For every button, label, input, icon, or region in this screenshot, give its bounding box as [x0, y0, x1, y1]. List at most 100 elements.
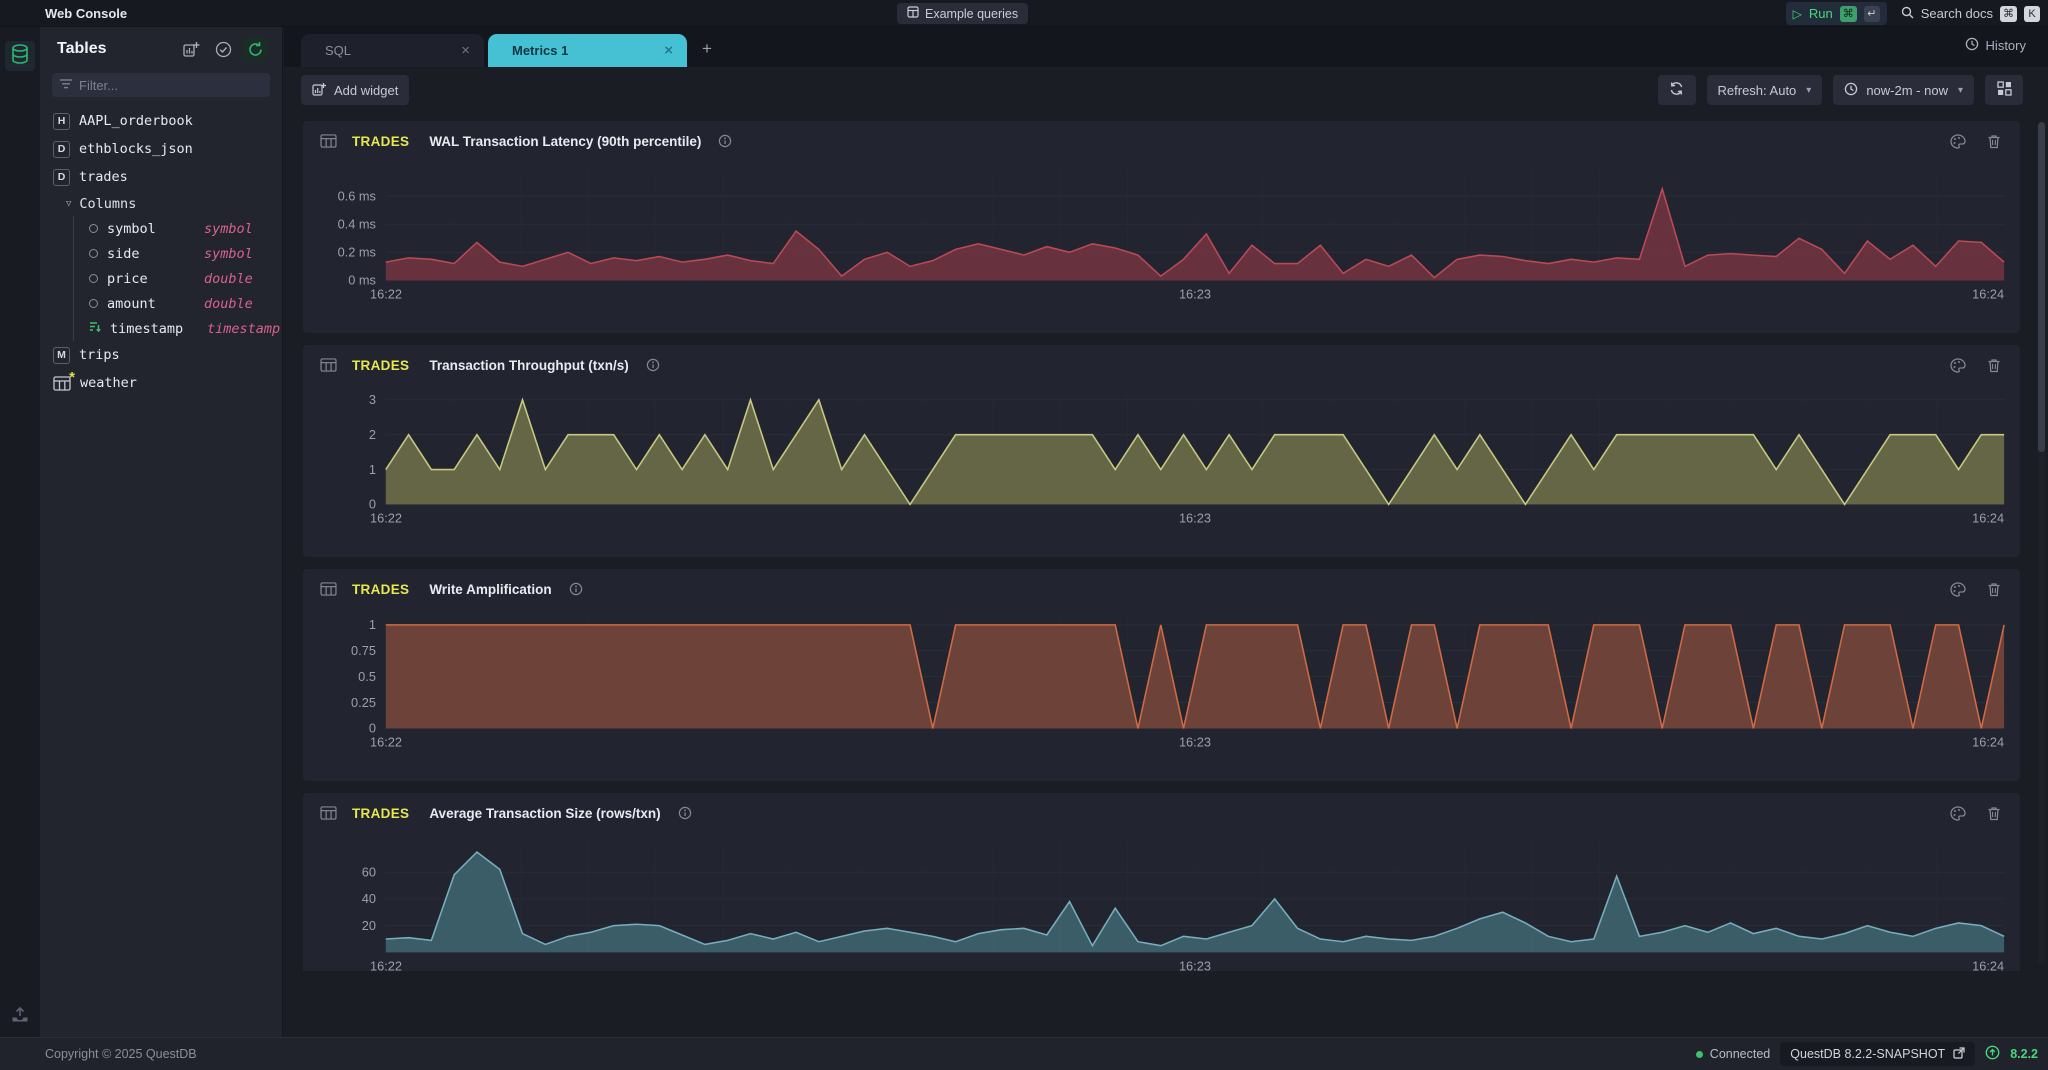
widget-header: TRADES Transaction Throughput (txn/s) [303, 345, 2020, 385]
table-name: ethblocks_json [79, 141, 193, 157]
table-grid-icon [316, 129, 340, 153]
table-row-aapl-orderbook[interactable]: H AAPL_orderbook [40, 107, 282, 135]
info-icon[interactable] [641, 353, 665, 377]
column-type: symbol [204, 220, 253, 237]
delete-widget-icon[interactable] [1982, 801, 2006, 825]
tab-label: SQL [325, 43, 352, 58]
table-row-ethblocks-json[interactable]: D ethblocks_json [40, 135, 282, 163]
update-available-icon[interactable] [1985, 1045, 2000, 1063]
table-row-trips[interactable]: M trips [40, 341, 282, 369]
column-row-symbol[interactable]: symbol symbol [74, 216, 282, 241]
widget-header: TRADES WAL Transaction Latency (90th per… [303, 121, 2020, 161]
table-type-badge: D [53, 168, 70, 186]
enter-key-badge: ↵ [1863, 5, 1880, 22]
close-icon[interactable]: × [664, 42, 673, 59]
tab-metrics-active[interactable]: Metrics 1 × [488, 34, 687, 67]
column-icon [89, 224, 98, 233]
color-palette-icon[interactable] [1946, 801, 1970, 825]
latency-chart[interactable]: 0 ms 0.2 ms 0.4 ms 0.6 ms 16:22 16:23 16:24 [309, 161, 2012, 317]
vertical-scrollbar[interactable] [2038, 122, 2045, 964]
widget-header: TRADES Write Amplification [303, 569, 2020, 609]
main-area: SQL × Metrics 1 × + History Add widget [284, 27, 2048, 1037]
color-palette-icon[interactable] [1946, 129, 1970, 153]
top-bar: Web Console Example queries ▷ Run ⌘ ↵ Se… [0, 0, 2048, 27]
avg-transaction-size-chart[interactable]: 20 40 60 16:22 16:23 16:24 [309, 833, 2012, 971]
tab-sql[interactable]: SQL × [301, 34, 484, 67]
metrics-toolbar: Add widget Refresh: Auto ▾ now-2m - now [284, 67, 2048, 115]
info-icon[interactable] [713, 129, 737, 153]
add-widget-label: Add widget [334, 82, 399, 98]
columns-label: Columns [79, 195, 137, 212]
tables-filter-input[interactable] [79, 77, 262, 93]
status-right: Connected QuestDB 8.2.2-SNAPSHOT 8.2.2 [1695, 1042, 2038, 1066]
column-name: price [107, 270, 148, 287]
toolbar-right-controls: Refresh: Auto ▾ now-2m - now ▾ [1657, 75, 2023, 105]
color-palette-icon[interactable] [1946, 353, 1970, 377]
delete-widget-icon[interactable] [1982, 577, 2006, 601]
topbar-right-controls: ▷ Run ⌘ ↵ Search docs ⌘ K [1785, 2, 2040, 25]
table-grid-icon [316, 801, 340, 825]
scrollbar-thumb[interactable] [2038, 122, 2045, 452]
column-type: timestamp [207, 320, 281, 337]
select-tables-button[interactable] [210, 36, 236, 62]
play-icon: ▷ [1792, 6, 1802, 21]
refresh-mode-dropdown[interactable]: Refresh: Auto ▾ [1706, 75, 1823, 105]
run-button[interactable]: ▷ Run ⌘ ↵ [1785, 2, 1887, 25]
column-icon [89, 249, 98, 258]
version-full-label: QuestDB 8.2.2-SNAPSHOT [1790, 1047, 1946, 1061]
widget-card-write-amplification: TRADES Write Amplification 0 0.25 0.5 0.75 1… [303, 569, 2020, 781]
add-widget-button[interactable]: Add widget [301, 75, 410, 105]
example-queries-button[interactable]: Example queries [897, 3, 1029, 24]
info-icon[interactable] [564, 577, 588, 601]
status-bar: Copyright © 2025 QuestDB Connected Quest… [0, 1037, 2048, 1070]
svg-text:0 ms: 0 ms [348, 274, 376, 288]
tables-filter [52, 73, 270, 97]
column-row-amount[interactable]: amount double [74, 291, 282, 316]
svg-text:40: 40 [362, 892, 376, 906]
write-amplification-chart[interactable]: 0 0.25 0.5 0.75 1 16:22 16:23 16:24 [309, 609, 2012, 765]
svg-text:0.75: 0.75 [351, 644, 376, 658]
column-type: double [204, 295, 253, 312]
close-icon[interactable]: × [461, 42, 470, 59]
widget-title: Average Transaction Size (rows/txn) [429, 805, 661, 821]
tables-title: Tables [57, 40, 107, 57]
history-button[interactable]: History [1965, 37, 2026, 54]
delete-widget-icon[interactable] [1982, 129, 2006, 153]
widget-table-name: TRADES [352, 357, 410, 373]
svg-text:0.4 ms: 0.4 ms [338, 218, 376, 232]
time-range-label: now-2m - now [1866, 82, 1948, 98]
widget-title: Write Amplification [429, 581, 552, 597]
connection-label: Connected [1709, 1047, 1771, 1061]
table-row-trades[interactable]: D trades [40, 163, 282, 191]
refresh-tables-button[interactable] [242, 36, 268, 62]
column-row-timestamp[interactable]: timestamp timestamp [74, 316, 282, 341]
color-palette-icon[interactable] [1946, 577, 1970, 601]
column-row-side[interactable]: side symbol [74, 241, 282, 266]
refresh-now-button[interactable] [1657, 75, 1696, 105]
layout-grid-button[interactable] [1985, 75, 2023, 105]
version-chip[interactable]: QuestDB 8.2.2-SNAPSHOT [1780, 1042, 1976, 1066]
add-metrics-button[interactable] [178, 36, 204, 62]
time-range-dropdown[interactable]: now-2m - now ▾ [1833, 75, 1974, 105]
throughput-chart[interactable]: 0 1 2 3 16:22 16:23 16:24 [309, 385, 2012, 541]
new-tab-button[interactable]: + [702, 39, 712, 58]
left-icon-rail [0, 27, 40, 1037]
connection-status: Connected [1695, 1047, 1771, 1061]
upload-icon [11, 1006, 29, 1028]
search-docs-button[interactable]: Search docs ⌘ K [1901, 5, 2040, 22]
column-row-price[interactable]: price double [74, 266, 282, 291]
svg-text:0: 0 [369, 498, 376, 512]
svg-text:16:22: 16:22 [370, 512, 402, 526]
delete-widget-icon[interactable] [1982, 353, 2006, 377]
column-name: timestamp [110, 320, 184, 337]
column-name: symbol [107, 220, 156, 237]
svg-text:16:22: 16:22 [370, 288, 402, 302]
table-row-weather[interactable]: * weather [40, 369, 282, 397]
tables-panel-toggle[interactable] [5, 41, 35, 71]
info-icon[interactable] [673, 801, 697, 825]
svg-text:16:22: 16:22 [370, 736, 402, 750]
trades-columns-toggle[interactable]: ▽ Columns [40, 191, 282, 216]
import-files-button[interactable] [6, 1005, 34, 1029]
column-name: side [107, 245, 140, 262]
chevron-down-icon: ▾ [1957, 84, 1963, 96]
